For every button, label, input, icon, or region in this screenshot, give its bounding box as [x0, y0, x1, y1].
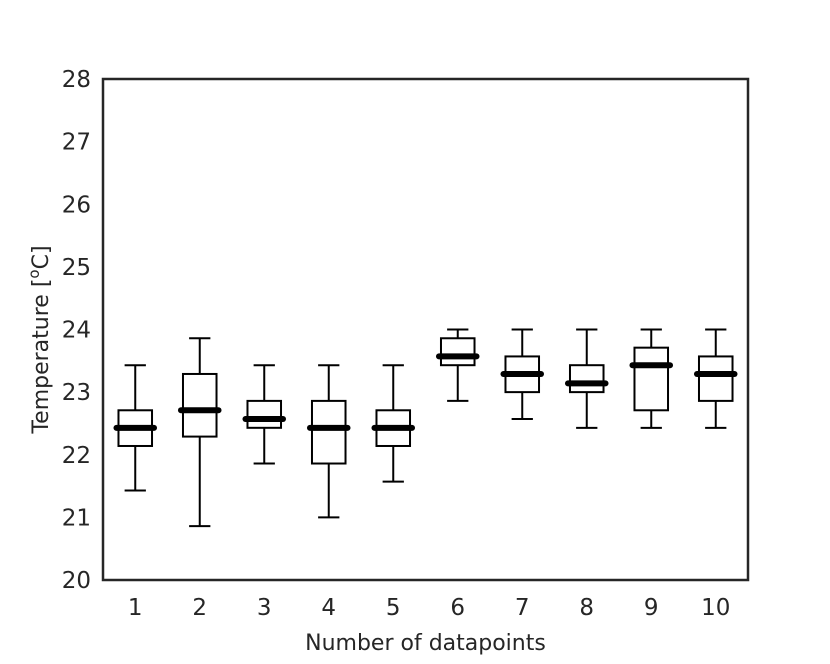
x-tick-label: 6	[450, 595, 465, 621]
iqr-box	[310, 399, 347, 465]
y-axis-label-superscript: o	[25, 269, 43, 278]
y-tick-label: 24	[62, 318, 91, 344]
box-group-5	[371, 364, 416, 483]
x-tick-label: 3	[257, 595, 272, 621]
box-group-6	[435, 328, 480, 402]
y-tick-label: 21	[62, 505, 91, 531]
y-tick-label: 28	[62, 67, 91, 93]
y-tick-label: 26	[62, 192, 91, 218]
y-axis-ticks: 20 21 22 23 24 25 26 27 28	[62, 67, 91, 594]
y-tick-label: 25	[62, 255, 91, 281]
x-tick-label: 7	[515, 595, 530, 621]
box-group-1	[113, 364, 158, 492]
box-group-9	[629, 328, 674, 429]
y-tick-label: 27	[62, 130, 91, 156]
x-tick-label: 9	[644, 595, 659, 621]
y-tick-label: 20	[62, 568, 91, 594]
x-tick-label: 8	[579, 595, 594, 621]
y-axis-label-suffix: C]	[29, 245, 54, 269]
iqr-box	[439, 337, 476, 367]
box-group-10	[693, 328, 738, 429]
x-tick-label: 10	[701, 595, 730, 621]
x-axis-ticks: 1 2 3 4 5 6 7 8 9 10	[128, 595, 730, 621]
plot-frame	[101, 77, 750, 582]
x-tick-label: 5	[386, 595, 401, 621]
box-group-2	[177, 337, 222, 528]
x-tick-label: 4	[321, 595, 336, 621]
iqr-box	[697, 355, 734, 402]
x-axis-label: Number of datapoints	[305, 631, 546, 656]
x-tick-label: 2	[192, 595, 207, 621]
y-axis-label-prefix: Temperature [	[29, 279, 54, 435]
y-tick-label: 22	[62, 443, 91, 469]
y-axis-label: Temperature [oC]	[25, 245, 54, 434]
x-tick-label: 1	[128, 595, 143, 621]
iqr-box	[568, 364, 605, 394]
box-group-8	[564, 328, 609, 429]
plot-marks	[113, 328, 738, 528]
box-group-7	[500, 328, 545, 421]
iqr-box	[246, 399, 283, 429]
y-tick-label: 23	[62, 380, 91, 406]
iqr-box	[633, 346, 670, 412]
box-group-3	[242, 364, 287, 465]
box-group-4	[306, 364, 351, 519]
iqr-box	[181, 372, 218, 438]
